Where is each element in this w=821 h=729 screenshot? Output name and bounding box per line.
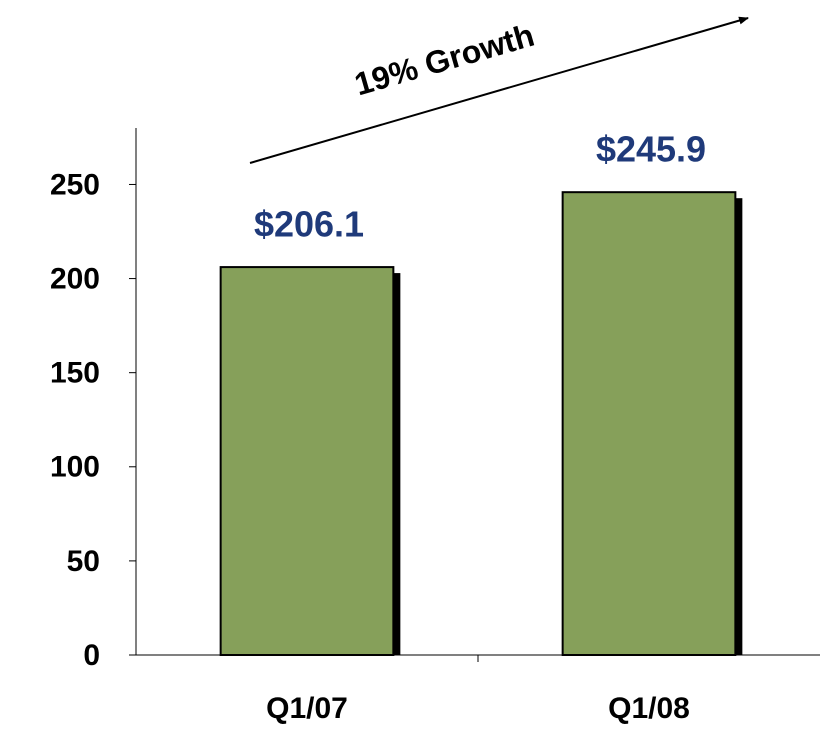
y-tick-label: 100 [50, 451, 100, 484]
x-tick-label: Q1/07 [266, 692, 348, 725]
annotation: 19% Growth [350, 17, 538, 103]
x-tick-label: Q1/08 [608, 692, 690, 725]
bar [561, 191, 737, 657]
y-tick-label: 0 [83, 639, 100, 672]
y-tick-label: 150 [50, 357, 100, 390]
y-tick-label: 250 [50, 168, 100, 201]
value-label: $245.9 [596, 129, 706, 170]
growth-arrow [249, 16, 749, 164]
bar [219, 266, 395, 656]
y-tick-label: 200 [50, 262, 100, 295]
y-tick-label: 50 [67, 545, 100, 578]
value-label: $206.1 [254, 204, 364, 245]
